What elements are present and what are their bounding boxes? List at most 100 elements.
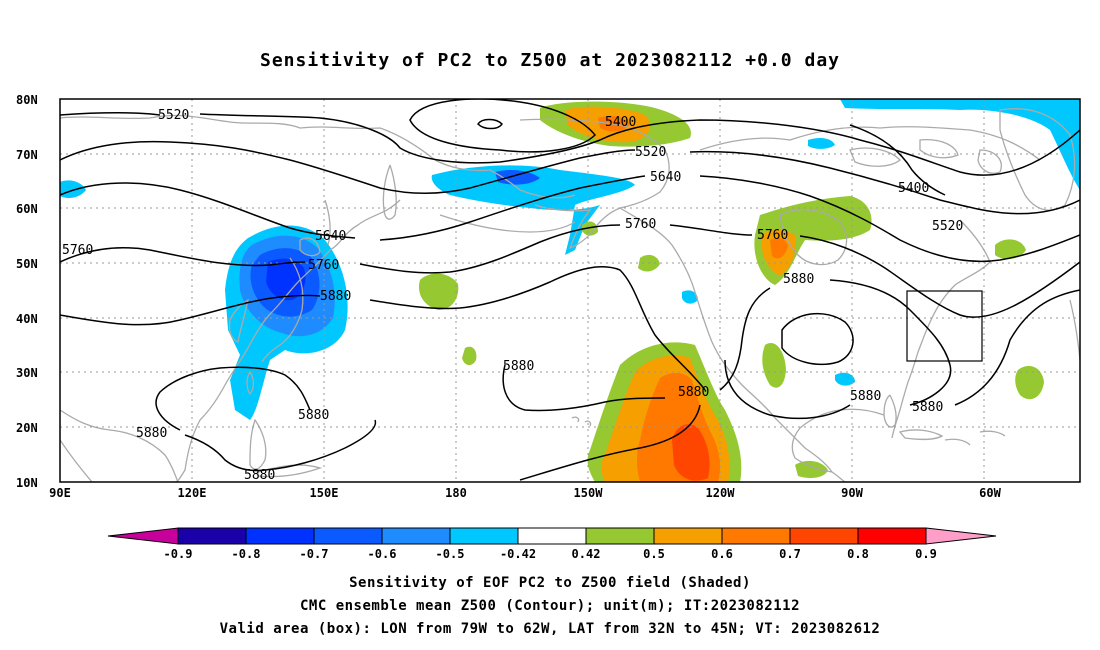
coast-florida xyxy=(883,394,897,428)
lat-axis: 80N 70N 60N 50N 40N 30N 20N 10N xyxy=(16,93,38,490)
lat-tick-label: 60N xyxy=(16,202,38,216)
colorbar: -0.9 -0.8 -0.7 -0.6 -0.5 -0.42 0.42 0.5 0.6 0.7 0.… xyxy=(107,527,997,561)
neg-region-west xyxy=(60,180,86,198)
lat-tick-label: 50N xyxy=(16,257,38,271)
coast-kamchatka xyxy=(382,164,397,220)
caption-valid-area: Valid area (box): LON from 79W to 62W, L… xyxy=(219,621,881,637)
colorbar-label: -0.5 xyxy=(436,547,465,561)
colorbar-label: 0.6 xyxy=(711,547,733,561)
contour-label: 5760 xyxy=(308,258,339,273)
contour-label: 5880 xyxy=(912,400,943,415)
lat-tick-label: 80N xyxy=(16,93,38,107)
coast-hudson xyxy=(779,209,848,266)
gridlines xyxy=(60,99,1080,482)
coast-south-asia xyxy=(60,439,93,482)
valid-area-box xyxy=(906,290,983,362)
contour-label: 5880 xyxy=(320,289,351,304)
pos-region-blob7 xyxy=(795,460,828,478)
colorbar-label: -0.7 xyxy=(300,547,329,561)
coastlines xyxy=(60,108,1080,482)
pos-region-blob8 xyxy=(582,221,598,236)
contour-label: 5880 xyxy=(244,468,275,483)
colorbar-swatch xyxy=(721,527,791,545)
coast-asia-east xyxy=(174,199,401,482)
contour-5640 xyxy=(60,175,1080,263)
contour-5880-south-pacific xyxy=(502,364,666,412)
caption-shaded: Sensitivity of EOF PC2 to Z500 field (Sh… xyxy=(349,575,751,591)
contour-5880-closed-east xyxy=(781,312,854,366)
colorbar-swatch xyxy=(449,527,519,545)
lon-tick-label: 150W xyxy=(574,486,604,500)
coast-na-east xyxy=(891,219,991,439)
figure-title: Sensitivity of PC2 to Z500 at 2023082112… xyxy=(259,50,840,71)
coast-korea xyxy=(228,298,249,343)
contour-label: 5760 xyxy=(625,217,656,232)
lat-tick-label: 70N xyxy=(16,148,38,162)
colorbar-label: 0.5 xyxy=(643,547,665,561)
lon-axis: 90E 120E 150E 180 150W 120W 90W 60W xyxy=(49,486,1001,500)
lon-tick-label: 120W xyxy=(706,486,736,500)
contour-label: 5880 xyxy=(678,385,709,400)
colorbar-swatch xyxy=(585,527,655,545)
contour-5760 xyxy=(60,224,1080,318)
neg-region-japan-deep xyxy=(266,258,306,301)
colorbar-low-extension xyxy=(107,527,179,545)
contour-label: 5880 xyxy=(136,426,167,441)
contour-label: 5640 xyxy=(650,170,681,185)
contour-label: 5760 xyxy=(757,228,788,243)
coast-hawaii xyxy=(571,416,592,427)
contour-label: 5520 xyxy=(635,145,666,160)
neg-region-misc2 xyxy=(835,372,855,386)
coast-japan-hokkaido xyxy=(299,237,321,257)
pos-region-blob1 xyxy=(418,273,459,310)
colorbar-label: 0.7 xyxy=(779,547,801,561)
contour-5880-south xyxy=(184,404,701,481)
pos-region-blob5 xyxy=(995,239,1026,260)
colorbar-swatch xyxy=(245,527,315,545)
pos-region-blob6 xyxy=(1015,366,1044,400)
colorbar-high-extension xyxy=(925,527,997,545)
lon-tick-label: 90E xyxy=(49,486,71,500)
colorbar-label: 0.8 xyxy=(847,547,869,561)
coast-na-west xyxy=(619,207,846,482)
coast-cuba xyxy=(898,429,944,440)
colorbar-swatch xyxy=(789,527,859,545)
lon-tick-label: 60W xyxy=(979,486,1001,500)
colorbar-swatch xyxy=(381,527,451,545)
contour-labels: 5520 5400 5520 5640 5400 5520 5760 5640 … xyxy=(62,108,963,483)
contour-label: 5640 xyxy=(315,229,346,244)
contour-label: 5520 xyxy=(158,108,189,123)
contour-label: 5400 xyxy=(898,181,929,196)
coast-aleutian xyxy=(439,214,576,233)
colorbar-label: -0.42 xyxy=(500,547,536,561)
coast-asia-north xyxy=(60,114,576,199)
contour-label: 5760 xyxy=(62,243,93,258)
colorbar-label: -0.9 xyxy=(164,547,193,561)
coast-taiwan xyxy=(246,370,255,396)
colorbar-label: 0.9 xyxy=(915,547,937,561)
contour-5880-main xyxy=(60,266,1080,406)
colorbar-swatch xyxy=(313,527,383,545)
coast-indochina xyxy=(60,409,179,482)
contour-label: 5520 xyxy=(932,219,963,234)
caption-contour: CMC ensemble mean Z500 (Contour); unit(m… xyxy=(299,598,800,614)
map-frame xyxy=(59,98,1081,483)
lat-tick-label: 40N xyxy=(16,312,38,326)
coast-japan xyxy=(261,257,304,363)
coast-sakhalin xyxy=(324,199,331,246)
coast-arctic-islands xyxy=(849,139,1002,174)
coast-new-guinea xyxy=(257,464,323,478)
lat-tick-label: 10N xyxy=(16,476,38,490)
coast-caribbean xyxy=(944,430,1006,446)
contour-5520-east xyxy=(849,124,946,196)
lat-tick-label: 20N xyxy=(16,421,38,435)
lon-tick-label: 180 xyxy=(445,486,467,500)
contour-5880-south-west xyxy=(155,366,311,431)
colorbar-swatch xyxy=(857,527,927,545)
contour-label: 5880 xyxy=(503,359,534,374)
neg-region-arctic xyxy=(840,99,1080,190)
contour-5520-upper xyxy=(60,140,1080,215)
colorbar-swatch xyxy=(653,527,723,545)
pos-region-canada-hot xyxy=(770,238,788,259)
